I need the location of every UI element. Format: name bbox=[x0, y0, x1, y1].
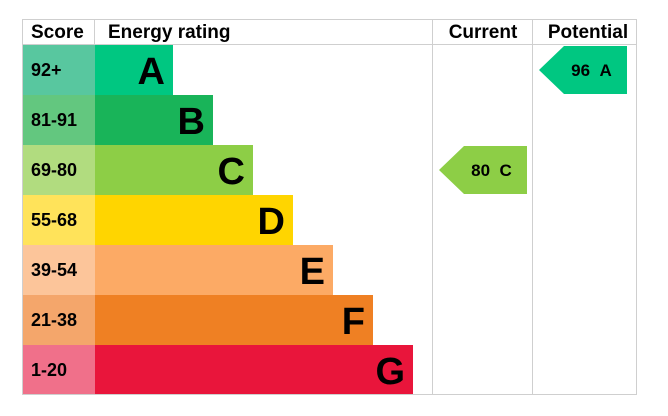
score-label-c: 69-80 bbox=[31, 160, 77, 180]
band-letter-e: E bbox=[300, 251, 325, 293]
band-letter-c: C bbox=[218, 151, 245, 193]
header-current: Current bbox=[449, 22, 518, 43]
header-score: Score bbox=[31, 22, 84, 43]
band-bar-f bbox=[95, 295, 373, 345]
score-label-f: 21-38 bbox=[31, 310, 77, 330]
potential-rating-arrow-label: 96 A bbox=[571, 61, 612, 80]
score-cell-f bbox=[23, 295, 95, 345]
score-cell-g bbox=[23, 345, 95, 395]
band-bar-e bbox=[95, 245, 333, 295]
grid-lines bbox=[22, 19, 637, 395]
band-bar-g bbox=[95, 345, 413, 395]
score-cell-b bbox=[23, 95, 95, 145]
band-letter-g: G bbox=[375, 351, 405, 393]
score-cell-a bbox=[23, 45, 95, 95]
band-bar-c bbox=[95, 145, 253, 195]
score-label-b: 81-91 bbox=[31, 110, 77, 130]
band-bar-a bbox=[95, 45, 173, 95]
band-bar-d bbox=[95, 195, 293, 245]
header-energy-rating: Energy rating bbox=[108, 22, 230, 43]
band-letter-f: F bbox=[342, 301, 365, 343]
current-rating-arrow-label: 80 C bbox=[471, 161, 512, 180]
current-rating-arrow bbox=[439, 146, 527, 194]
header-potential: Potential bbox=[548, 22, 628, 43]
score-label-d: 55-68 bbox=[31, 210, 77, 230]
score-label-a: 92+ bbox=[31, 60, 62, 80]
score-cell-e bbox=[23, 245, 95, 295]
score-label-e: 39-54 bbox=[31, 260, 77, 280]
score-cell-c bbox=[23, 145, 95, 195]
band-letter-b: B bbox=[178, 101, 205, 143]
band-letter-a: A bbox=[138, 51, 165, 93]
score-cell-d bbox=[23, 195, 95, 245]
potential-rating-arrow bbox=[539, 46, 627, 94]
score-label-g: 1-20 bbox=[31, 360, 67, 380]
bands-layer: 92+ A 81-91 B 69-80 C 55-68 D 39-54 E 21-38 F 1-20 G bbox=[23, 45, 413, 395]
band-letter-d: D bbox=[258, 201, 285, 243]
band-bar-b bbox=[95, 95, 213, 145]
arrows-layer: 80 C 96 A bbox=[439, 46, 627, 194]
